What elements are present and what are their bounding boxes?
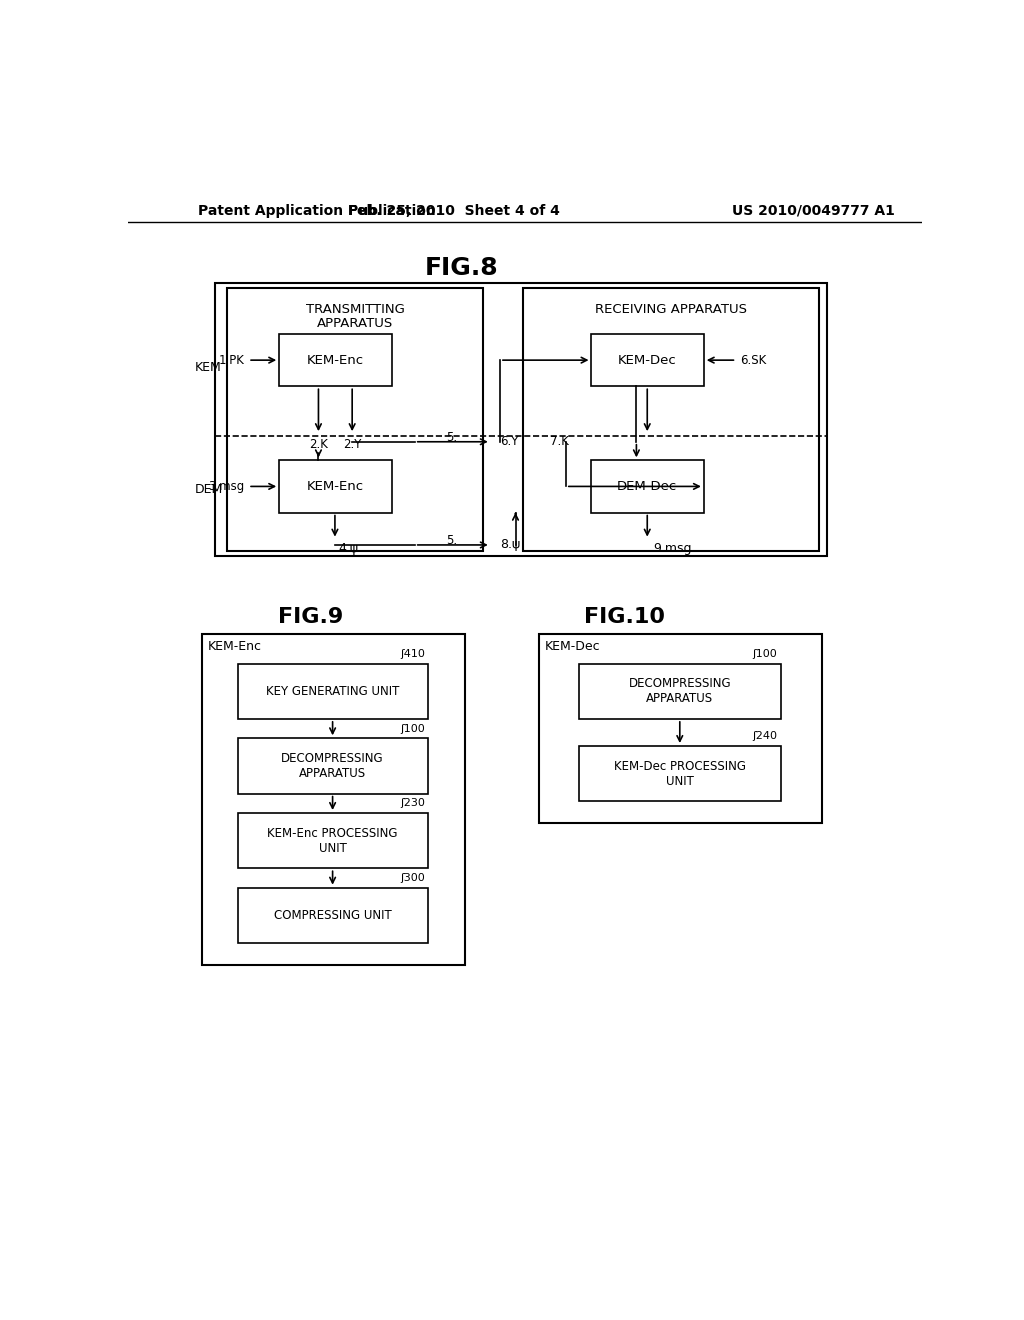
Text: ʃ410: ʃ410: [400, 649, 425, 659]
Text: KEM-Dec: KEM-Dec: [617, 354, 677, 367]
Bar: [579, 664, 780, 719]
Bar: [592, 461, 703, 512]
Bar: [280, 334, 391, 387]
Text: DEM-Dec: DEM-Dec: [617, 480, 677, 492]
Bar: [202, 635, 465, 965]
Text: DECOMPRESSING
APPARATUS: DECOMPRESSING APPARATUS: [282, 752, 384, 780]
Text: KEY GENERATING UNIT: KEY GENERATING UNIT: [266, 685, 399, 698]
Text: US 2010/0049777 A1: US 2010/0049777 A1: [732, 203, 895, 218]
Text: 5.: 5.: [446, 430, 458, 444]
Text: KEM-Enc PROCESSING
UNIT: KEM-Enc PROCESSING UNIT: [267, 826, 398, 854]
Text: ʃ240: ʃ240: [753, 731, 777, 742]
Text: DECOMPRESSING
APPARATUS: DECOMPRESSING APPARATUS: [629, 677, 731, 705]
Text: 4.ψ: 4.ψ: [339, 541, 359, 554]
Text: TRANSMITTING: TRANSMITTING: [305, 302, 404, 315]
Bar: [227, 288, 483, 552]
Bar: [579, 746, 780, 801]
Text: 9.msg: 9.msg: [653, 541, 692, 554]
Text: 3.msg: 3.msg: [208, 480, 245, 492]
Bar: [238, 887, 428, 942]
Text: ʃ100: ʃ100: [753, 649, 777, 659]
Text: RECEIVING APPARATUS: RECEIVING APPARATUS: [595, 302, 748, 315]
Text: KEM-Enc: KEM-Enc: [306, 480, 364, 492]
Text: FIG.9: FIG.9: [278, 607, 343, 627]
Text: KEM: KEM: [196, 362, 222, 375]
Text: KEM-Enc: KEM-Enc: [306, 354, 364, 367]
Text: 2.Y: 2.Y: [343, 438, 361, 451]
Text: 1.PK: 1.PK: [218, 354, 245, 367]
Text: FIG.8: FIG.8: [424, 256, 498, 280]
Bar: [592, 334, 703, 387]
Text: 6.Y: 6.Y: [500, 436, 518, 449]
Bar: [215, 284, 827, 557]
Text: KEM-Enc: KEM-Enc: [208, 640, 262, 653]
Text: 8.ψ: 8.ψ: [500, 539, 520, 552]
Text: APPARATUS: APPARATUS: [317, 317, 393, 330]
Bar: [280, 461, 391, 512]
Text: FIG.10: FIG.10: [584, 607, 665, 627]
Text: DEM: DEM: [195, 483, 223, 496]
Bar: [238, 664, 428, 719]
Bar: [539, 635, 821, 822]
Text: KEM-Dec PROCESSING
UNIT: KEM-Dec PROCESSING UNIT: [613, 759, 745, 788]
Text: ʃ230: ʃ230: [400, 799, 425, 808]
Text: 6.SK: 6.SK: [740, 354, 767, 367]
Text: ʃ100: ʃ100: [400, 723, 425, 734]
Text: 2.K: 2.K: [309, 438, 328, 451]
Text: ʃ300: ʃ300: [400, 873, 425, 883]
Text: Feb. 25, 2010  Sheet 4 of 4: Feb. 25, 2010 Sheet 4 of 4: [347, 203, 559, 218]
Text: 7.K: 7.K: [550, 436, 569, 449]
Text: 5.: 5.: [446, 533, 458, 546]
Bar: [238, 738, 428, 793]
Text: KEM-Dec: KEM-Dec: [545, 640, 600, 653]
Bar: [523, 288, 819, 552]
Text: COMPRESSING UNIT: COMPRESSING UNIT: [273, 908, 391, 921]
Text: Patent Application Publication: Patent Application Publication: [198, 203, 435, 218]
Bar: [238, 813, 428, 869]
